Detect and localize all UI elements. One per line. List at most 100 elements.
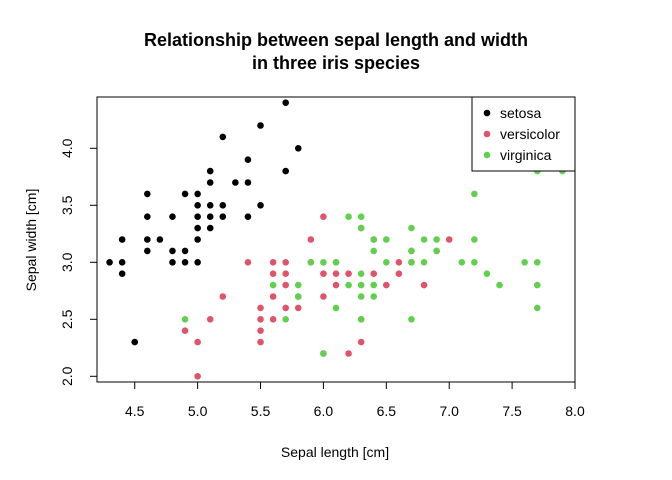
data-point-setosa bbox=[194, 190, 201, 198]
data-point-setosa bbox=[169, 247, 176, 255]
data-point-virginica bbox=[383, 236, 390, 243]
data-point-versicolor bbox=[269, 316, 277, 323]
data-point-setosa bbox=[194, 259, 201, 266]
x-tick-label: 5.0 bbox=[188, 403, 208, 419]
data-point-setosa bbox=[118, 270, 126, 278]
data-point-setosa bbox=[219, 133, 227, 141]
legend-marker-virginica bbox=[483, 151, 491, 159]
data-point-setosa bbox=[169, 259, 176, 266]
legend: setosa versicolor virginica bbox=[471, 96, 576, 172]
legend-label-setosa: setosa bbox=[500, 105, 541, 121]
data-point-virginica bbox=[370, 281, 378, 289]
data-point-virginica bbox=[496, 281, 503, 289]
data-point-virginica bbox=[181, 316, 189, 323]
data-point-virginica bbox=[332, 304, 340, 312]
y-tick-label: 2.0 bbox=[59, 366, 75, 386]
data-point-virginica bbox=[294, 293, 302, 300]
data-point-versicolor bbox=[244, 259, 252, 266]
x-axis: 4.5 5.0 5.5 6.0 6.5 7.0 7.5 8.0 bbox=[125, 381, 585, 419]
data-point-virginica bbox=[533, 281, 541, 289]
x-tick-label: 5.5 bbox=[251, 403, 271, 419]
data-point-versicolor bbox=[445, 236, 453, 243]
data-point-virginica bbox=[383, 259, 390, 266]
data-point-setosa bbox=[118, 259, 126, 266]
data-point-setosa bbox=[194, 202, 201, 209]
data-point-setosa bbox=[144, 247, 151, 255]
data-point-versicolor bbox=[181, 327, 189, 335]
data-point-setosa bbox=[106, 259, 113, 266]
data-point-versicolor bbox=[320, 293, 327, 300]
data-point-versicolor bbox=[282, 281, 289, 289]
data-point-versicolor bbox=[206, 316, 214, 323]
data-point-setosa bbox=[194, 236, 201, 243]
data-point-setosa bbox=[219, 213, 227, 220]
data-point-versicolor bbox=[219, 293, 227, 300]
data-point-setosa bbox=[282, 99, 289, 106]
data-point-versicolor bbox=[357, 338, 365, 346]
data-point-virginica bbox=[533, 304, 541, 312]
data-point-setosa bbox=[118, 236, 126, 243]
chart-title-line-2: in three iris species bbox=[252, 53, 420, 73]
data-point-virginica bbox=[282, 316, 289, 323]
data-point-virginica bbox=[345, 213, 352, 220]
data-point-setosa bbox=[181, 247, 189, 255]
data-point-virginica bbox=[458, 259, 466, 266]
data-point-virginica bbox=[357, 281, 365, 289]
data-point-virginica bbox=[357, 270, 365, 278]
data-point-virginica bbox=[357, 213, 365, 220]
data-point-virginica bbox=[357, 293, 365, 300]
data-point-virginica bbox=[483, 270, 491, 278]
data-point-versicolor bbox=[320, 213, 327, 220]
data-point-setosa bbox=[131, 338, 139, 346]
data-point-versicolor bbox=[320, 270, 327, 278]
data-point-virginica bbox=[269, 281, 277, 289]
data-point-setosa bbox=[144, 213, 151, 220]
data-point-versicolor bbox=[269, 270, 277, 278]
data-points bbox=[106, 99, 566, 380]
data-point-virginica bbox=[357, 316, 365, 323]
data-point-virginica bbox=[408, 224, 415, 232]
data-point-setosa bbox=[156, 236, 164, 243]
legend-label-virginica: virginica bbox=[500, 147, 552, 163]
data-point-setosa bbox=[257, 202, 264, 209]
data-point-setosa bbox=[206, 213, 214, 220]
data-point-versicolor bbox=[370, 270, 378, 278]
legend-marker-setosa bbox=[483, 109, 491, 117]
data-point-setosa bbox=[244, 156, 252, 163]
data-point-setosa bbox=[206, 167, 214, 175]
data-point-versicolor bbox=[282, 270, 289, 278]
data-point-virginica bbox=[370, 236, 378, 243]
data-point-virginica bbox=[521, 259, 528, 266]
data-point-virginica bbox=[332, 259, 340, 266]
data-point-versicolor bbox=[332, 281, 340, 289]
data-point-versicolor bbox=[257, 338, 264, 346]
data-point-virginica bbox=[420, 236, 428, 243]
data-point-versicolor bbox=[383, 281, 390, 289]
data-point-setosa bbox=[294, 145, 302, 152]
x-tick-label: 4.5 bbox=[125, 403, 145, 419]
data-point-setosa bbox=[181, 259, 189, 266]
data-point-setosa bbox=[206, 179, 214, 186]
x-tick-label: 6.0 bbox=[314, 403, 334, 419]
data-point-versicolor bbox=[294, 304, 302, 312]
x-tick-label: 7.0 bbox=[439, 403, 459, 419]
data-point-versicolor bbox=[282, 259, 289, 266]
data-point-setosa bbox=[219, 202, 227, 209]
data-point-versicolor bbox=[307, 236, 315, 243]
data-point-setosa bbox=[282, 167, 289, 175]
data-point-setosa bbox=[144, 236, 151, 243]
data-point-virginica bbox=[420, 259, 428, 266]
data-point-versicolor bbox=[332, 270, 340, 278]
y-axis: 2.0 2.5 3.0 3.5 4.0 bbox=[59, 138, 98, 386]
data-point-virginica bbox=[294, 281, 302, 289]
data-point-setosa bbox=[206, 202, 214, 209]
data-point-versicolor bbox=[257, 327, 264, 335]
data-point-setosa bbox=[257, 122, 264, 129]
data-point-versicolor bbox=[257, 316, 264, 323]
x-tick-label: 8.0 bbox=[565, 403, 585, 419]
data-point-virginica bbox=[533, 259, 541, 266]
data-point-versicolor bbox=[269, 259, 277, 266]
x-tick-label: 6.5 bbox=[377, 403, 397, 419]
data-point-versicolor bbox=[194, 373, 201, 380]
